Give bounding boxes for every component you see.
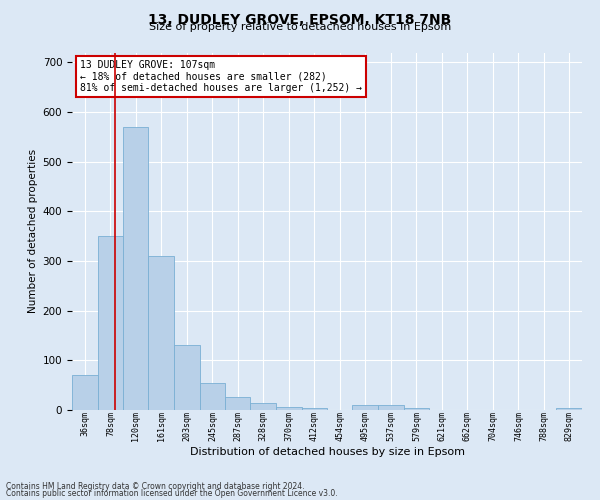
- Bar: [72, 375, 98, 410]
- Bar: [404, 408, 430, 410]
- Bar: [276, 406, 302, 410]
- Bar: [556, 408, 582, 410]
- Text: 13, DUDLEY GROVE, EPSOM, KT18 7NB: 13, DUDLEY GROVE, EPSOM, KT18 7NB: [148, 12, 452, 26]
- Y-axis label: Number of detached properties: Number of detached properties: [28, 149, 38, 314]
- Text: 13 DUDLEY GROVE: 107sqm
← 18% of detached houses are smaller (282)
81% of semi-d: 13 DUDLEY GROVE: 107sqm ← 18% of detache…: [80, 60, 362, 93]
- Bar: [124, 127, 148, 410]
- Bar: [250, 402, 276, 410]
- Bar: [352, 405, 378, 410]
- Text: Size of property relative to detached houses in Epsom: Size of property relative to detached ho…: [149, 22, 451, 32]
- Bar: [378, 405, 404, 410]
- Bar: [200, 382, 226, 410]
- X-axis label: Distribution of detached houses by size in Epsom: Distribution of detached houses by size …: [190, 447, 464, 457]
- Bar: [98, 236, 124, 410]
- Bar: [174, 346, 200, 410]
- Text: Contains public sector information licensed under the Open Government Licence v3: Contains public sector information licen…: [6, 489, 338, 498]
- Text: Contains HM Land Registry data © Crown copyright and database right 2024.: Contains HM Land Registry data © Crown c…: [6, 482, 305, 491]
- Bar: [148, 256, 174, 410]
- Bar: [302, 408, 328, 410]
- Bar: [226, 396, 250, 410]
